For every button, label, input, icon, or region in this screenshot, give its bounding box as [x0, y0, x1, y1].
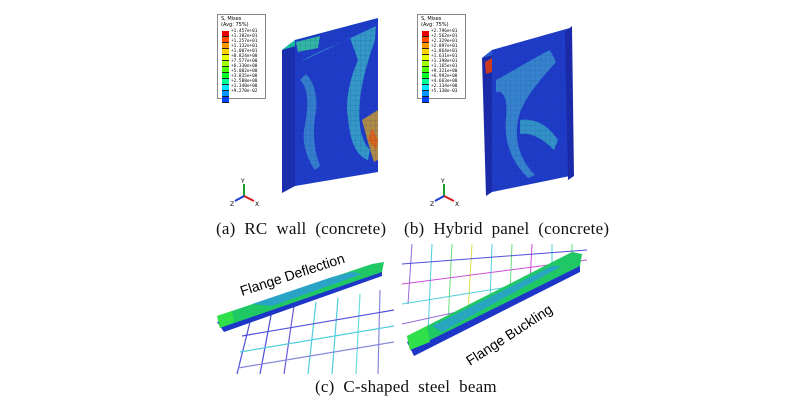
legend-value: +2.796e+01 — [431, 29, 458, 34]
hybrid-panel-contour — [482, 26, 574, 196]
legend-swatch — [422, 43, 429, 49]
steel-beam-deflection: Flange Deflection — [217, 250, 395, 375]
figure-a-rc-wall: S, Mises (Avg: 75%) +1.457e+01 +1.382e+0… — [200, 0, 400, 215]
legend-swatch — [222, 85, 229, 91]
caption-c: (c) C-shaped steel beam — [315, 377, 497, 396]
legend-value: +1.398e+01 — [431, 59, 458, 64]
legend-value: +2.562e+01 — [431, 34, 458, 39]
rc-wall-contour — [282, 18, 378, 193]
figure-c-flange-buckling: Flange Buckling — [402, 244, 592, 376]
triad-x-label: X — [255, 201, 259, 208]
legend-value: +3.835e+00 — [231, 74, 258, 79]
legend-swatch — [422, 61, 429, 67]
legend-swatch — [422, 55, 429, 61]
caption-b: (b) Hybrid panel (concrete) — [404, 219, 610, 238]
legend-value: +7.577e+00 — [231, 59, 258, 64]
legend-swatch — [222, 43, 229, 49]
legend-value: +5.138e-03 — [431, 89, 458, 94]
rebar-mesh — [402, 244, 588, 335]
legend-swatch — [422, 67, 429, 73]
legend-swatch — [422, 85, 429, 91]
legend-swatch — [422, 49, 429, 55]
legend-value: +9.270e-02 — [231, 89, 258, 94]
legend-value: +9.321e+00 — [431, 69, 458, 74]
legend-value: +1.257e+01 — [231, 39, 258, 44]
legend-swatch — [422, 31, 429, 37]
legend-value: +6.330e+00 — [231, 64, 258, 69]
legend-a-title1: S, Mises — [221, 16, 242, 22]
legend-value: +4.663e+00 — [431, 79, 458, 84]
legend-value: +1.165e+01 — [431, 64, 458, 69]
legend-b: S, Mises (Avg: 75%) +2.796e+01 +2.562e+0… — [417, 14, 466, 103]
legend-swatch — [422, 73, 429, 79]
legend-a-title2: (Avg: 75%) — [221, 21, 249, 28]
legend-value: +1.631e+01 — [431, 54, 458, 59]
caption-a: (a) RC wall (concrete) — [216, 219, 387, 238]
legend-value: +5.082e+00 — [231, 69, 258, 74]
legend-value: +2.334e+00 — [431, 84, 458, 89]
legend-swatch — [222, 73, 229, 79]
legend-a-values: +1.457e+01 +1.382e+01 +1.257e+01 +1.132e… — [231, 29, 257, 94]
legend-swatch — [422, 37, 429, 43]
legend-value: +6.992e+00 — [431, 74, 458, 79]
figure-c-flange-deflection: Flange Deflection — [212, 244, 402, 376]
legend-swatch — [222, 55, 229, 61]
legend-swatch — [222, 37, 229, 43]
legend-value: +8.824e+00 — [231, 54, 258, 59]
legend-value: +1.132e+01 — [231, 44, 258, 49]
legend-b-values: +2.796e+01 +2.562e+01 +2.329e+01 +2.097e… — [431, 29, 457, 94]
legend-value: +2.329e+01 — [431, 39, 458, 44]
panel-side-face — [482, 50, 492, 196]
axis-triad-icon: Y X Z — [230, 178, 259, 208]
legend-b-title2: (Avg: 75%) — [421, 21, 449, 28]
legend-value: +2.588e+00 — [231, 79, 258, 84]
steel-beam-buckling: Flange Buckling — [402, 244, 588, 369]
figure-b-hybrid-panel: S, Mises (Avg: 75%) +2.796e+01 +2.562e+0… — [400, 0, 600, 215]
legend-b-title1: S, Mises — [421, 16, 442, 22]
legend-value: +1.382e+01 — [231, 34, 258, 39]
legend-swatch — [222, 79, 229, 85]
legend-value: +2.097e+01 — [431, 44, 458, 49]
triad-x-label: X — [455, 201, 459, 208]
legend-swatch — [422, 79, 429, 85]
legend-swatch — [222, 31, 229, 37]
legend-value: +1.457e+01 — [231, 29, 258, 34]
triad-y-label: Y — [440, 178, 445, 185]
legend-a-colorbar — [222, 31, 229, 103]
legend-swatch — [222, 67, 229, 73]
triad-y-label: Y — [240, 178, 245, 185]
legend-value: +1.864e+01 — [431, 49, 458, 54]
legend-swatch — [222, 97, 229, 103]
axis-triad-icon: Y X Z — [430, 178, 459, 208]
legend-swatch — [222, 91, 229, 97]
legend-value: +1.007e+01 — [231, 49, 258, 54]
legend-swatch — [222, 49, 229, 55]
legend-swatch — [222, 61, 229, 67]
legend-value: +1.340e+00 — [231, 84, 258, 89]
legend-a: S, Mises (Avg: 75%) +1.457e+01 +1.382e+0… — [217, 14, 266, 103]
legend-b-colorbar — [422, 31, 429, 103]
triad-z-label: Z — [430, 201, 434, 208]
legend-swatch — [422, 91, 429, 97]
triad-z-label: Z — [230, 201, 234, 208]
legend-swatch — [422, 97, 429, 103]
rebar-mesh — [236, 289, 395, 375]
